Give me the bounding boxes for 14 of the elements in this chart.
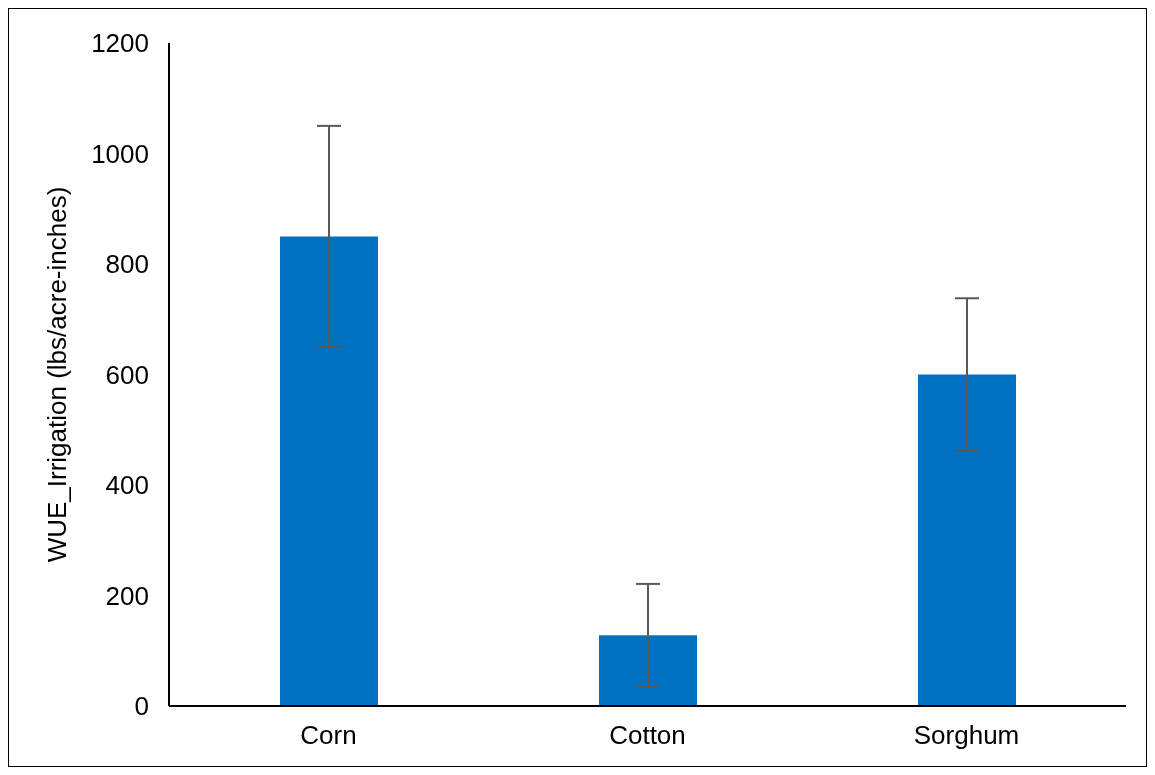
y-tick-label: 0 bbox=[134, 691, 149, 722]
y-axis-title: WUE_Irrigation (lbs/acre-inches) bbox=[42, 186, 73, 563]
y-tick-label: 1200 bbox=[91, 28, 149, 59]
bar bbox=[599, 635, 697, 706]
y-tick-label: 600 bbox=[105, 359, 149, 390]
y-tick-label: 400 bbox=[105, 470, 149, 501]
x-tick-label: Cotton bbox=[609, 720, 686, 751]
x-tick-label: Sorghum bbox=[913, 720, 1020, 751]
y-tick-label: 800 bbox=[105, 249, 149, 280]
y-tick-label: 1000 bbox=[91, 138, 149, 169]
y-tick-label: 200 bbox=[105, 580, 149, 611]
x-tick-label: Corn bbox=[300, 720, 357, 751]
bar bbox=[918, 374, 1016, 706]
bar bbox=[280, 236, 378, 706]
